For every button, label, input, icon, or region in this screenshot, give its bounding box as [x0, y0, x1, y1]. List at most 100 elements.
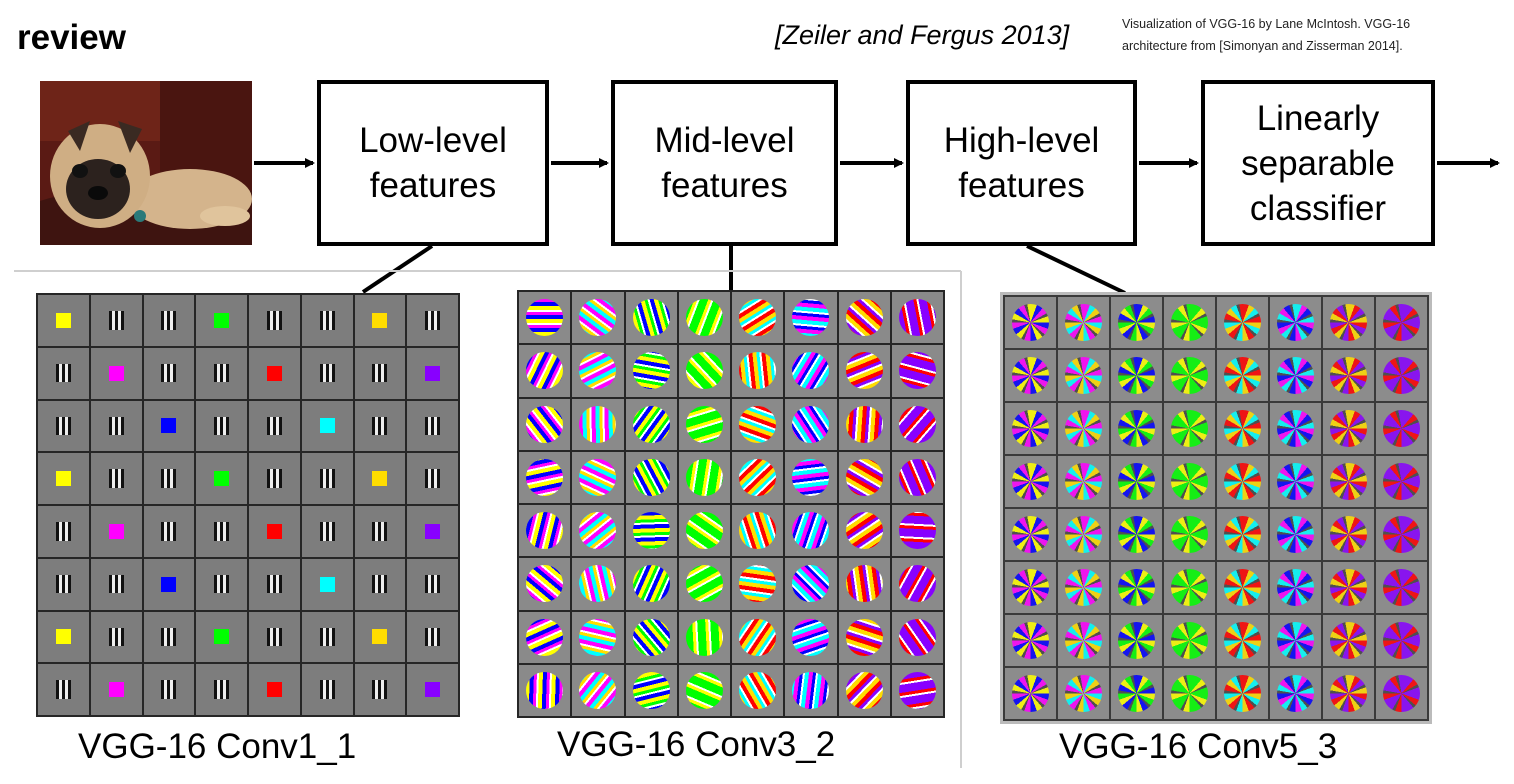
filter-tile — [838, 611, 890, 663]
filter-tile — [785, 292, 837, 344]
filter-tile — [1111, 297, 1162, 348]
filter-tile — [90, 506, 142, 557]
caption-conv1: VGG-16 Conv1_1 — [78, 727, 357, 766]
filter-tile — [1376, 456, 1427, 507]
filter-tile — [678, 451, 730, 503]
filter-tile — [625, 451, 677, 503]
filter-tile — [1376, 562, 1427, 613]
credit-line-1: Visualization of VGG-16 by Lane McIntosh… — [1122, 17, 1411, 31]
credit-note: Visualization of VGG-16 by Lane McIntosh… — [1122, 13, 1510, 57]
filter-tile — [572, 611, 624, 663]
filter-tile — [678, 292, 730, 344]
filter-tile — [1058, 562, 1109, 613]
filter-tile — [732, 292, 784, 344]
filter-tile — [519, 664, 571, 716]
filter-tile — [407, 664, 458, 715]
filter-tile — [1164, 297, 1215, 348]
filter-tile — [785, 398, 837, 450]
filter-tile — [1111, 509, 1162, 560]
filter-tile — [838, 505, 890, 557]
connector-low — [361, 244, 434, 294]
filter-tile — [1111, 403, 1162, 454]
filter-tile — [1005, 615, 1056, 666]
filter-tile — [732, 345, 784, 397]
filter-tile — [90, 453, 142, 504]
filter-tile — [90, 295, 142, 346]
filter-tile — [1005, 403, 1056, 454]
filter-tile — [90, 611, 142, 663]
filter-tile — [301, 400, 353, 452]
filter-tile — [838, 398, 890, 450]
filter-tile — [1270, 562, 1321, 613]
filter-tile — [732, 664, 784, 716]
filter-tile — [143, 611, 195, 663]
filter-tile — [38, 347, 89, 399]
filter-tile — [407, 506, 458, 557]
filter-tile — [196, 664, 247, 715]
filter-tile — [301, 558, 353, 610]
filter-tile — [678, 558, 730, 610]
filter-tile — [891, 664, 943, 716]
filter-tile — [354, 400, 406, 452]
filter-tile — [572, 558, 624, 610]
filter-tile — [625, 505, 677, 557]
filter-tile — [249, 400, 300, 452]
stage-high-level-features: High-level features — [906, 80, 1137, 246]
filter-tile — [1217, 456, 1268, 507]
filter-tile — [785, 664, 837, 716]
filter-tile — [1005, 456, 1056, 507]
filter-tile — [732, 505, 784, 557]
filter-tile — [891, 345, 943, 397]
filter-tile — [1270, 615, 1321, 666]
filter-tile — [1217, 562, 1268, 613]
filter-tile — [1164, 350, 1215, 401]
filter-tile — [1376, 403, 1427, 454]
filter-tile — [1217, 615, 1268, 666]
filter-tile — [301, 506, 353, 557]
filter-tile — [90, 664, 142, 715]
filter-tile — [1005, 562, 1056, 613]
filter-tile — [572, 451, 624, 503]
filter-tile — [407, 453, 458, 504]
filter-tile — [1164, 403, 1215, 454]
filter-tile — [785, 345, 837, 397]
filter-tile — [891, 292, 943, 344]
filter-tile — [407, 347, 458, 399]
filter-tile — [1217, 509, 1268, 560]
filter-tile — [354, 347, 406, 399]
caption-conv3: VGG-16 Conv3_2 — [557, 725, 836, 764]
filter-tile — [1323, 456, 1374, 507]
filter-tile — [354, 611, 406, 663]
filter-tile — [891, 451, 943, 503]
connector-high — [1026, 244, 1126, 295]
filter-tile — [249, 295, 300, 346]
filter-tile — [785, 451, 837, 503]
filter-tile — [891, 398, 943, 450]
filter-tile — [1217, 350, 1268, 401]
filter-tile — [891, 505, 943, 557]
conv5-filter-grid — [1000, 292, 1432, 724]
filter-tile — [1270, 350, 1321, 401]
filter-tile — [90, 347, 142, 399]
filter-tile — [1270, 668, 1321, 719]
filter-tile — [354, 295, 406, 346]
filter-tile — [1058, 668, 1109, 719]
filter-tile — [1217, 668, 1268, 719]
filter-tile — [38, 506, 89, 557]
filter-tile — [838, 292, 890, 344]
filter-tile — [1217, 297, 1268, 348]
filter-tile — [1323, 350, 1374, 401]
filter-tile — [678, 345, 730, 397]
filter-tile — [519, 292, 571, 344]
filter-tile — [1376, 297, 1427, 348]
filter-tile — [407, 558, 458, 610]
filter-tile — [249, 453, 300, 504]
filter-tile — [625, 558, 677, 610]
filter-tile — [1111, 615, 1162, 666]
filter-tile — [407, 400, 458, 452]
filter-tile — [407, 611, 458, 663]
filter-tile — [301, 295, 353, 346]
filter-tile — [1376, 615, 1427, 666]
filter-tile — [1270, 456, 1321, 507]
filter-tile — [196, 400, 247, 452]
